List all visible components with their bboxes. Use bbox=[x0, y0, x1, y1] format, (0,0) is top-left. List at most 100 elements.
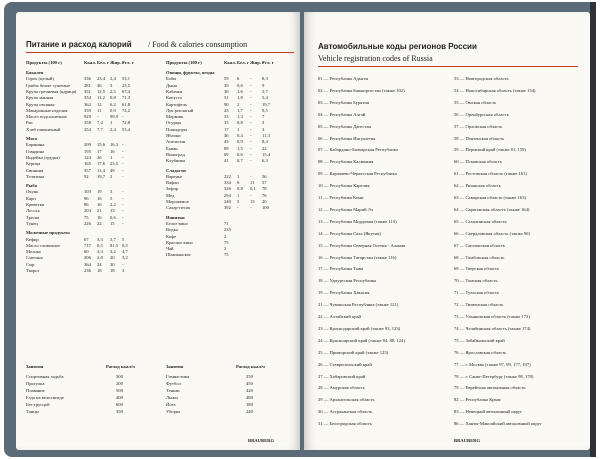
region-code: 77 — г. Москва (также 97, 99, 177, 197) bbox=[454, 361, 531, 367]
region-code: 21 — Чувашская Республика (также 121) bbox=[318, 302, 399, 308]
right-page: Автомобильные коды регионов России Vehic… bbox=[304, 12, 590, 450]
cell: 23,5 bbox=[122, 82, 131, 88]
cell: 23,5 bbox=[110, 161, 119, 167]
cell: Сметана bbox=[26, 255, 43, 261]
cell: - bbox=[97, 114, 99, 120]
section-title: Мясо bbox=[26, 136, 38, 141]
column-header: Ккал. bbox=[84, 60, 96, 65]
cell: Говядина bbox=[26, 148, 45, 154]
cell: 3 bbox=[110, 189, 113, 195]
cell: Вафли bbox=[166, 180, 179, 186]
activity: Езда на велосипеде bbox=[26, 395, 64, 400]
cell: 0,4 bbox=[237, 133, 243, 138]
cell: 3,7 bbox=[110, 236, 116, 242]
column-header: Бел. г bbox=[237, 60, 250, 65]
cell: 19 bbox=[97, 189, 102, 195]
cell: 0,9 bbox=[110, 107, 116, 113]
cell: 15 bbox=[110, 220, 115, 226]
region-code: 02 — Республика Башкортостан (также 102) bbox=[318, 87, 405, 93]
cell: 206 bbox=[84, 255, 91, 261]
cell: 3 bbox=[122, 268, 125, 273]
cell: Банан bbox=[166, 145, 178, 151]
cell: 31 bbox=[224, 95, 229, 101]
cell: 21 bbox=[97, 208, 102, 214]
cell: 2,2 bbox=[110, 202, 116, 207]
cell: - bbox=[250, 151, 252, 157]
cell: 222 bbox=[224, 173, 231, 179]
column-header: Угл. г bbox=[122, 60, 134, 65]
cell: 22 bbox=[97, 220, 102, 226]
cell: 7 bbox=[262, 114, 265, 120]
cell: 3,2 bbox=[122, 255, 128, 261]
region-code: 18 — Удмуртская Республика bbox=[318, 278, 376, 284]
column-header: Жир. г bbox=[250, 60, 265, 65]
region-code: 06 — Республика Ингушетия bbox=[318, 135, 376, 141]
cell: 59 bbox=[224, 76, 229, 82]
activity: Лыжи bbox=[166, 395, 178, 400]
activity: Футбол bbox=[166, 381, 181, 386]
activity: Плавание bbox=[26, 388, 45, 393]
cell: 0,8 bbox=[237, 186, 243, 192]
cell: - bbox=[122, 154, 124, 160]
cell: 15 bbox=[224, 120, 229, 126]
cell: 90 bbox=[224, 101, 229, 107]
cell: 357 bbox=[84, 167, 91, 173]
cell: 326 bbox=[224, 186, 231, 192]
activity-kcal: 480 bbox=[246, 395, 253, 400]
cell: - bbox=[250, 205, 252, 211]
cell: Кабачки bbox=[166, 88, 183, 94]
cell: 124 bbox=[84, 154, 91, 160]
activity-kcal: 450 bbox=[246, 381, 253, 386]
activity-kcal: 350 bbox=[116, 409, 123, 414]
region-code: 16 — Республика Татарстан (также 116) bbox=[318, 254, 397, 260]
cell: 17 bbox=[97, 148, 102, 154]
activity-kcal: 400 bbox=[116, 395, 123, 400]
cell: Огурцы bbox=[166, 120, 182, 126]
brand: BRAUBERG bbox=[248, 438, 275, 443]
cell: Карп bbox=[26, 195, 36, 201]
region-code: 29 — Архангельская область bbox=[318, 397, 375, 403]
cell: 3,3 bbox=[97, 236, 103, 242]
cell: 22 bbox=[262, 145, 267, 151]
section-title: Сладости bbox=[166, 167, 186, 173]
region-code: 01 — Республика Адыгея bbox=[318, 76, 368, 81]
region-code: 66 — Свердловская область (также 96) bbox=[454, 230, 530, 236]
activity-kcal: 600 bbox=[116, 402, 123, 407]
cell: Белое вино bbox=[166, 220, 188, 226]
region-code: 54 — Новосибирская область (также 154) bbox=[454, 87, 536, 93]
activity: Йога bbox=[166, 402, 176, 407]
section-title: Молочные продукты bbox=[26, 230, 70, 236]
cell: 1 bbox=[237, 173, 240, 179]
cell: 76 bbox=[262, 192, 267, 198]
cell: - bbox=[122, 114, 124, 120]
region-code: 23 — Краснодарский край (также 93, 123) bbox=[318, 325, 401, 331]
cell: 43 bbox=[224, 107, 229, 113]
cell: - bbox=[250, 95, 252, 101]
column-header: Угл. г bbox=[262, 60, 274, 65]
region-code: 05 — Республика Дагестан bbox=[318, 123, 371, 129]
region-code: 30 — Астраханская область bbox=[318, 409, 373, 415]
region-code: 78 — г. Санкт-Петербург (также 98, 178) bbox=[454, 373, 534, 379]
cell: 16 bbox=[110, 148, 115, 154]
cell: Варенье bbox=[166, 173, 183, 179]
cell: 0,8 bbox=[110, 95, 116, 101]
region-code: 09 — Карачаево-Черкесская Республика bbox=[318, 171, 397, 177]
cell: 103 bbox=[84, 189, 91, 195]
region-code: 26 — Ставропольский край bbox=[318, 361, 372, 367]
cell: 17 bbox=[224, 126, 229, 132]
activity: Уборка bbox=[166, 409, 181, 414]
subtitle: Vehicle registration codes of Russia bbox=[318, 54, 433, 63]
cell: 16,3 bbox=[110, 142, 119, 148]
cell: Дыня bbox=[166, 82, 177, 88]
cell: 20 bbox=[262, 199, 267, 204]
cell: 12,5 bbox=[97, 88, 106, 94]
cell: 0,9 bbox=[237, 139, 243, 145]
cell: 18 bbox=[110, 268, 115, 273]
cell: 15,6 bbox=[97, 142, 106, 148]
cell: 43 bbox=[224, 139, 229, 145]
cell: Красное вино bbox=[166, 239, 193, 245]
cell: 7,7 bbox=[97, 126, 103, 132]
region-code: 79 — Еврейская автономная область bbox=[454, 385, 526, 391]
cell: 9 bbox=[262, 82, 265, 88]
cell: 12 bbox=[97, 101, 102, 107]
